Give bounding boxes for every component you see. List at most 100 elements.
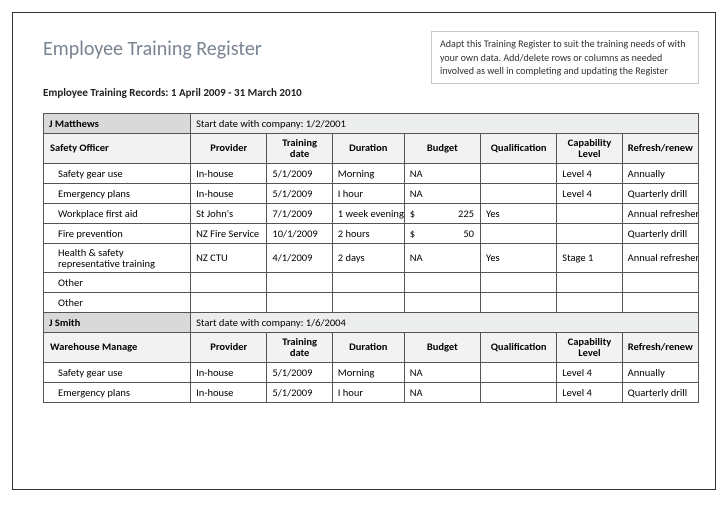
column-header: Refresh/renew <box>622 332 698 362</box>
table-cell: 10/1/2009 <box>267 223 332 243</box>
table-cell: NA <box>404 183 480 203</box>
column-header: Training date <box>267 133 332 163</box>
table-cell: NA <box>404 382 480 402</box>
table-cell: 4/1/2009 <box>267 243 332 272</box>
table-cell: 1 week evening <box>332 203 404 223</box>
table-row: Other <box>44 272 699 292</box>
table-cell <box>267 272 332 292</box>
table-cell: Level 4 <box>557 163 622 183</box>
table-cell: $50 <box>404 223 480 243</box>
table-row: Fire preventionNZ Fire Service10/1/20092… <box>44 223 699 243</box>
page-subtitle: Employee Training Records: 1 April 2009 … <box>43 86 699 99</box>
table-cell: 5/1/2009 <box>267 362 332 382</box>
employee-name-cell: J Smith <box>44 312 191 332</box>
employee-name-cell: J Matthews <box>44 113 191 133</box>
table-cell: Fire prevention <box>44 223 191 243</box>
table-cell: Other <box>44 292 191 312</box>
table-cell <box>480 163 556 183</box>
table-cell: Quarterly drill <box>622 223 698 243</box>
table-cell: NA <box>404 243 480 272</box>
table-cell <box>622 272 698 292</box>
column-header: Qualification <box>480 133 556 163</box>
column-header: Budget <box>404 332 480 362</box>
table-cell: In-house <box>191 362 267 382</box>
table-cell <box>480 183 556 203</box>
table-cell: Health & safety representative training <box>44 243 191 272</box>
table-row: Other <box>44 292 699 312</box>
table-cell <box>480 223 556 243</box>
table-cell: 5/1/2009 <box>267 183 332 203</box>
table-cell: In-house <box>191 382 267 402</box>
column-header: Provider <box>191 332 267 362</box>
column-header: Training date <box>267 332 332 362</box>
document-frame: Employee Training Register Adapt this Tr… <box>12 12 716 490</box>
table-cell: Emergency plans <box>44 183 191 203</box>
table-cell <box>404 292 480 312</box>
employee-name-row: J SmithStart date with company: 1/6/2004 <box>44 312 699 332</box>
table-cell <box>557 203 622 223</box>
column-header-row: Warehouse ManageProviderTraining dateDur… <box>44 332 699 362</box>
table-cell <box>191 272 267 292</box>
table-cell: $225 <box>404 203 480 223</box>
table-cell <box>557 223 622 243</box>
table-row: Health & safety representative trainingN… <box>44 243 699 272</box>
column-header: Refresh/renew <box>622 133 698 163</box>
table-cell <box>191 292 267 312</box>
table-cell: Quarterly drill <box>622 183 698 203</box>
table-cell: Emergency plans <box>44 382 191 402</box>
header-row: Employee Training Register Adapt this Tr… <box>43 37 699 84</box>
table-cell: St John's <box>191 203 267 223</box>
column-header: Duration <box>332 133 404 163</box>
table-cell: Yes <box>480 243 556 272</box>
table-cell <box>557 292 622 312</box>
table-cell: Annually <box>622 163 698 183</box>
table-cell: Level 4 <box>557 362 622 382</box>
table-cell: NZ CTU <box>191 243 267 272</box>
table-row: Emergency plansIn-house5/1/2009I hourNA L… <box>44 183 699 203</box>
table-cell: I hour <box>332 382 404 402</box>
table-cell: Morning <box>332 362 404 382</box>
employee-start-date-cell: Start date with company: 1/6/2004 <box>191 312 699 332</box>
column-header: Duration <box>332 332 404 362</box>
table-cell: In-house <box>191 163 267 183</box>
table-row: Safety gear useIn-house5/1/2009MorningNA… <box>44 362 699 382</box>
table-cell: In-house <box>191 183 267 203</box>
table-cell <box>557 272 622 292</box>
table-cell: 2 days <box>332 243 404 272</box>
table-cell <box>332 272 404 292</box>
table-cell: Level 4 <box>557 183 622 203</box>
column-header: Capability Level <box>557 133 622 163</box>
table-cell: Other <box>44 272 191 292</box>
column-header: Qualification <box>480 332 556 362</box>
employee-start-date-cell: Start date with company: 1/2/2001 <box>191 113 699 133</box>
table-cell <box>480 382 556 402</box>
role-header: Warehouse Manage <box>44 332 191 362</box>
training-table: J MatthewsStart date with company: 1/2/2… <box>43 113 699 403</box>
table-cell: Safety gear use <box>44 163 191 183</box>
table-cell <box>404 272 480 292</box>
table-cell: 5/1/2009 <box>267 382 332 402</box>
table-cell <box>480 292 556 312</box>
table-cell: 2 hours <box>332 223 404 243</box>
table-cell: Yes <box>480 203 556 223</box>
table-cell: NA <box>404 362 480 382</box>
table-cell: NA <box>404 163 480 183</box>
table-cell: Morning <box>332 163 404 183</box>
table-row: Workplace first aidSt John's7/1/20091 we… <box>44 203 699 223</box>
table-cell: I hour <box>332 183 404 203</box>
table-cell: Annual refresher <box>622 243 698 272</box>
table-cell: 5/1/2009 <box>267 163 332 183</box>
table-cell: Safety gear use <box>44 362 191 382</box>
table-cell: Quarterly drill <box>622 382 698 402</box>
column-header-row: Safety OfficerProviderTraining dateDurat… <box>44 133 699 163</box>
instruction-note: Adapt this Training Register to suit the… <box>431 31 699 84</box>
table-cell <box>267 292 332 312</box>
table-cell: Workplace first aid <box>44 203 191 223</box>
table-cell: Annual refresher <box>622 203 698 223</box>
table-cell: Level 4 <box>557 382 622 402</box>
table-cell <box>480 272 556 292</box>
table-cell <box>480 362 556 382</box>
page-title: Employee Training Register <box>43 37 262 61</box>
employee-name-row: J MatthewsStart date with company: 1/2/2… <box>44 113 699 133</box>
table-cell: 7/1/2009 <box>267 203 332 223</box>
